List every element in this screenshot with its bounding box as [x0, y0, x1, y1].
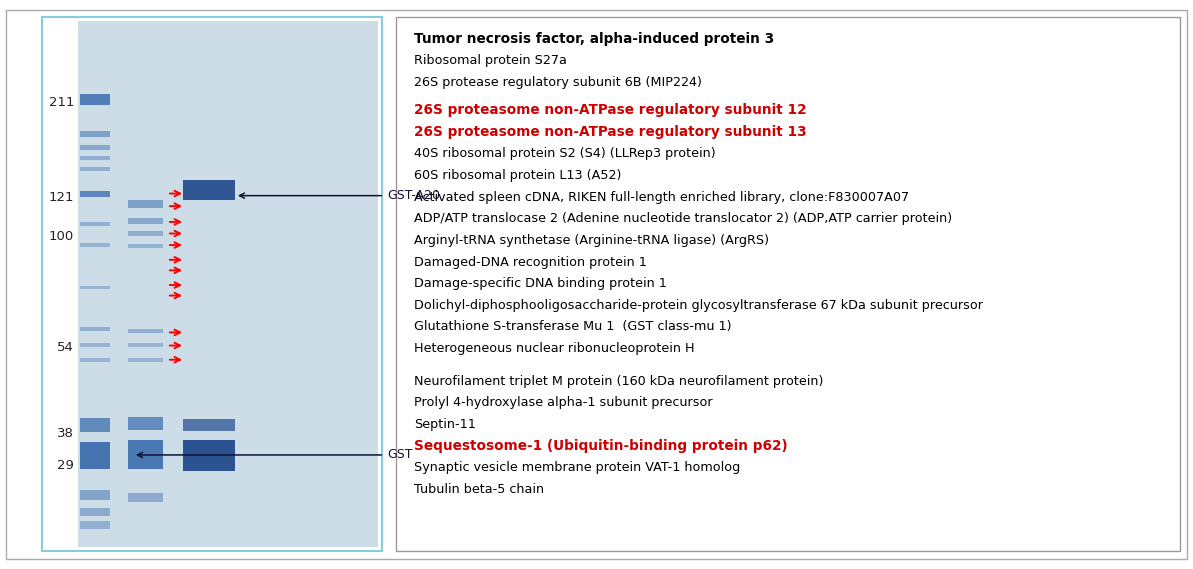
Bar [78, 21, 378, 547]
Text: Ribosomal protein S27a: Ribosomal protein S27a [414, 54, 567, 67]
Bar [80, 521, 110, 529]
Text: Glutathione S-transferase Mu 1  (GST class-mu 1): Glutathione S-transferase Mu 1 (GST clas… [414, 320, 731, 333]
Bar [183, 419, 235, 431]
Text: 26S proteasome non-ATPase regulatory subunit 13: 26S proteasome non-ATPase regulatory sub… [414, 125, 806, 139]
Text: Synaptic vesicle membrane protein VAT-1 homolog: Synaptic vesicle membrane protein VAT-1 … [414, 461, 740, 474]
Bar [80, 418, 110, 432]
Bar [80, 145, 110, 150]
Bar [80, 490, 110, 500]
Text: Septin-11: Septin-11 [414, 418, 476, 431]
Text: 54: 54 [57, 341, 74, 353]
Text: Heterogeneous nuclear ribonucleoprotein H: Heterogeneous nuclear ribonucleoprotein … [414, 342, 694, 355]
Bar [80, 191, 110, 197]
Text: Activated spleen cDNA, RIKEN full-length enriched library, clone:F830007A07: Activated spleen cDNA, RIKEN full-length… [414, 191, 909, 204]
Text: GST: GST [137, 448, 413, 461]
Bar [128, 493, 163, 502]
Bar [80, 286, 110, 289]
Bar [80, 442, 110, 469]
Text: 29: 29 [57, 459, 74, 472]
Bar [396, 17, 1180, 551]
Text: 26S proteasome non-ATPase regulatory subunit 12: 26S proteasome non-ATPase regulatory sub… [414, 104, 806, 117]
Bar [128, 440, 163, 469]
Text: Damage-specific DNA binding protein 1: Damage-specific DNA binding protein 1 [414, 277, 667, 290]
Bar [80, 156, 110, 160]
Bar [128, 218, 163, 224]
Text: 60S ribosomal protein L13 (A52): 60S ribosomal protein L13 (A52) [414, 169, 622, 182]
Text: Tumor necrosis factor, alpha-induced protein 3: Tumor necrosis factor, alpha-induced pro… [414, 32, 774, 46]
Bar [42, 17, 382, 551]
Text: 26S protease regulatory subunit 6B (MIP224): 26S protease regulatory subunit 6B (MIP2… [414, 76, 701, 89]
Bar [128, 231, 163, 236]
Bar [80, 222, 110, 226]
Text: 211: 211 [49, 96, 74, 109]
Bar [80, 167, 110, 171]
Bar [128, 200, 163, 208]
Text: Sequestosome-1 (Ubiquitin-binding protein p62): Sequestosome-1 (Ubiquitin-binding protei… [414, 439, 787, 453]
Bar [128, 329, 163, 333]
Bar [80, 327, 110, 331]
Text: Arginyl-tRNA synthetase (Arginine-tRNA ligase) (ArgRS): Arginyl-tRNA synthetase (Arginine-tRNA l… [414, 234, 769, 247]
Text: Neurofilament triplet M protein (160 kDa neurofilament protein): Neurofilament triplet M protein (160 kDa… [414, 374, 823, 387]
Text: 38: 38 [57, 427, 74, 440]
Bar [128, 244, 163, 248]
Bar [80, 93, 110, 105]
Text: 40S ribosomal protein S2 (S4) (LLRep3 protein): 40S ribosomal protein S2 (S4) (LLRep3 pr… [414, 147, 716, 160]
Bar [128, 417, 163, 430]
Bar [128, 344, 163, 347]
Bar [183, 440, 235, 471]
Text: Tubulin beta-5 chain: Tubulin beta-5 chain [414, 483, 544, 496]
Bar [128, 358, 163, 362]
Bar [80, 358, 110, 362]
Text: ADP/ATP translocase 2 (Adenine nucleotide translocator 2) (ADP,ATP carrier prote: ADP/ATP translocase 2 (Adenine nucleotid… [414, 212, 952, 225]
Text: 121: 121 [49, 191, 74, 204]
Text: 100: 100 [49, 230, 74, 243]
Text: Damaged-DNA recognition protein 1: Damaged-DNA recognition protein 1 [414, 255, 647, 269]
Text: GST-A20: GST-A20 [240, 189, 440, 202]
Bar [183, 180, 235, 200]
Bar [80, 508, 110, 517]
Text: Dolichyl-diphosphooligosaccharide-protein glycosyltransferase 67 kDa subunit pre: Dolichyl-diphosphooligosaccharide-protei… [414, 299, 983, 312]
Text: Prolyl 4-hydroxylase alpha-1 subunit precursor: Prolyl 4-hydroxylase alpha-1 subunit pre… [414, 396, 712, 409]
Bar [80, 344, 110, 347]
Bar [80, 244, 110, 247]
Bar [80, 131, 110, 137]
